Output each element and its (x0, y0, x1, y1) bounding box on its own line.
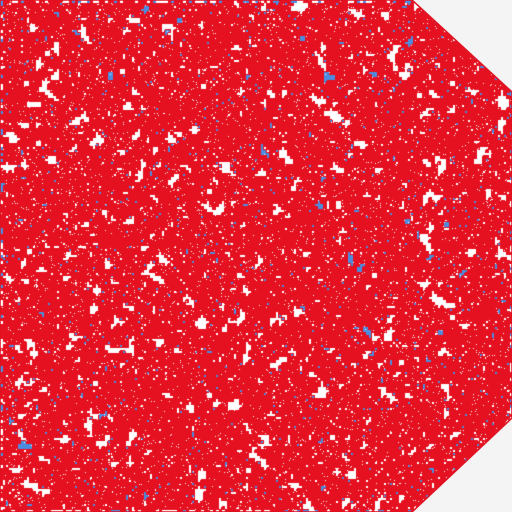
noise-mosaic-canvas (0, 0, 512, 512)
mosaic-stage (0, 0, 512, 512)
